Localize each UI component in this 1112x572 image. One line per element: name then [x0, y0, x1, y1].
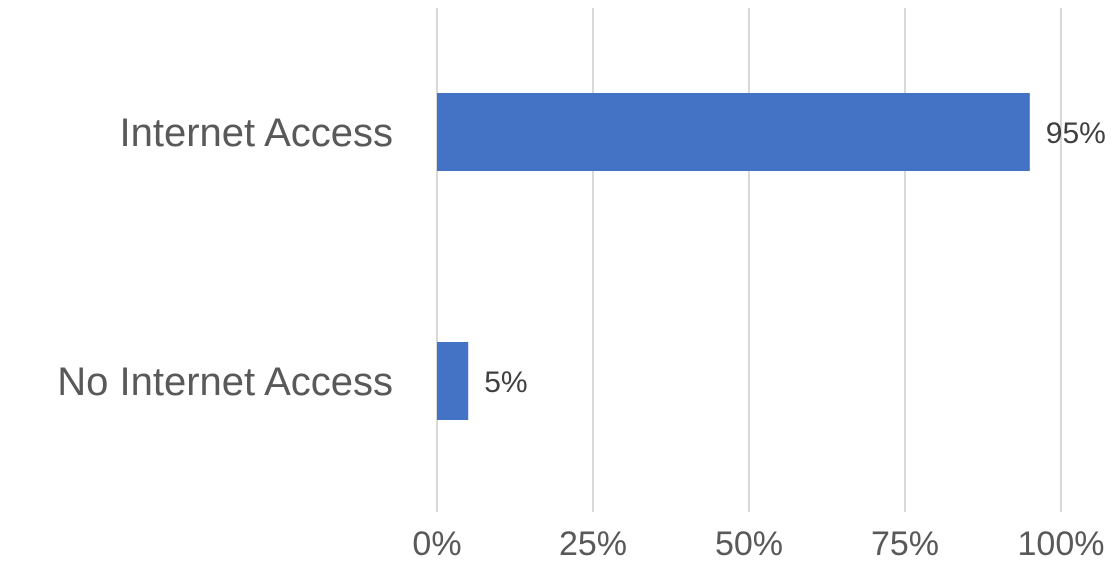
category-label: Internet Access — [120, 111, 393, 155]
x-tick-label: 25% — [559, 525, 627, 563]
x-tick-label: 75% — [871, 525, 939, 563]
x-tick-label: 0% — [412, 525, 461, 563]
gridlines — [436, 8, 1062, 512]
bar-internet-access — [437, 93, 1030, 171]
category-labels: Internet Access No Internet Access — [57, 111, 393, 404]
x-tick-label: 50% — [715, 525, 783, 563]
data-labels: 95% 5% — [484, 117, 1106, 399]
bar-no-internet-access — [437, 342, 469, 420]
x-axis-tick-labels: 0% 25% 50% 75% 100% — [412, 525, 1104, 563]
data-label: 5% — [484, 366, 527, 399]
x-tick-label: 100% — [1018, 525, 1105, 563]
category-label: No Internet Access — [57, 360, 393, 404]
bars — [437, 93, 1030, 420]
data-label: 95% — [1046, 117, 1106, 150]
